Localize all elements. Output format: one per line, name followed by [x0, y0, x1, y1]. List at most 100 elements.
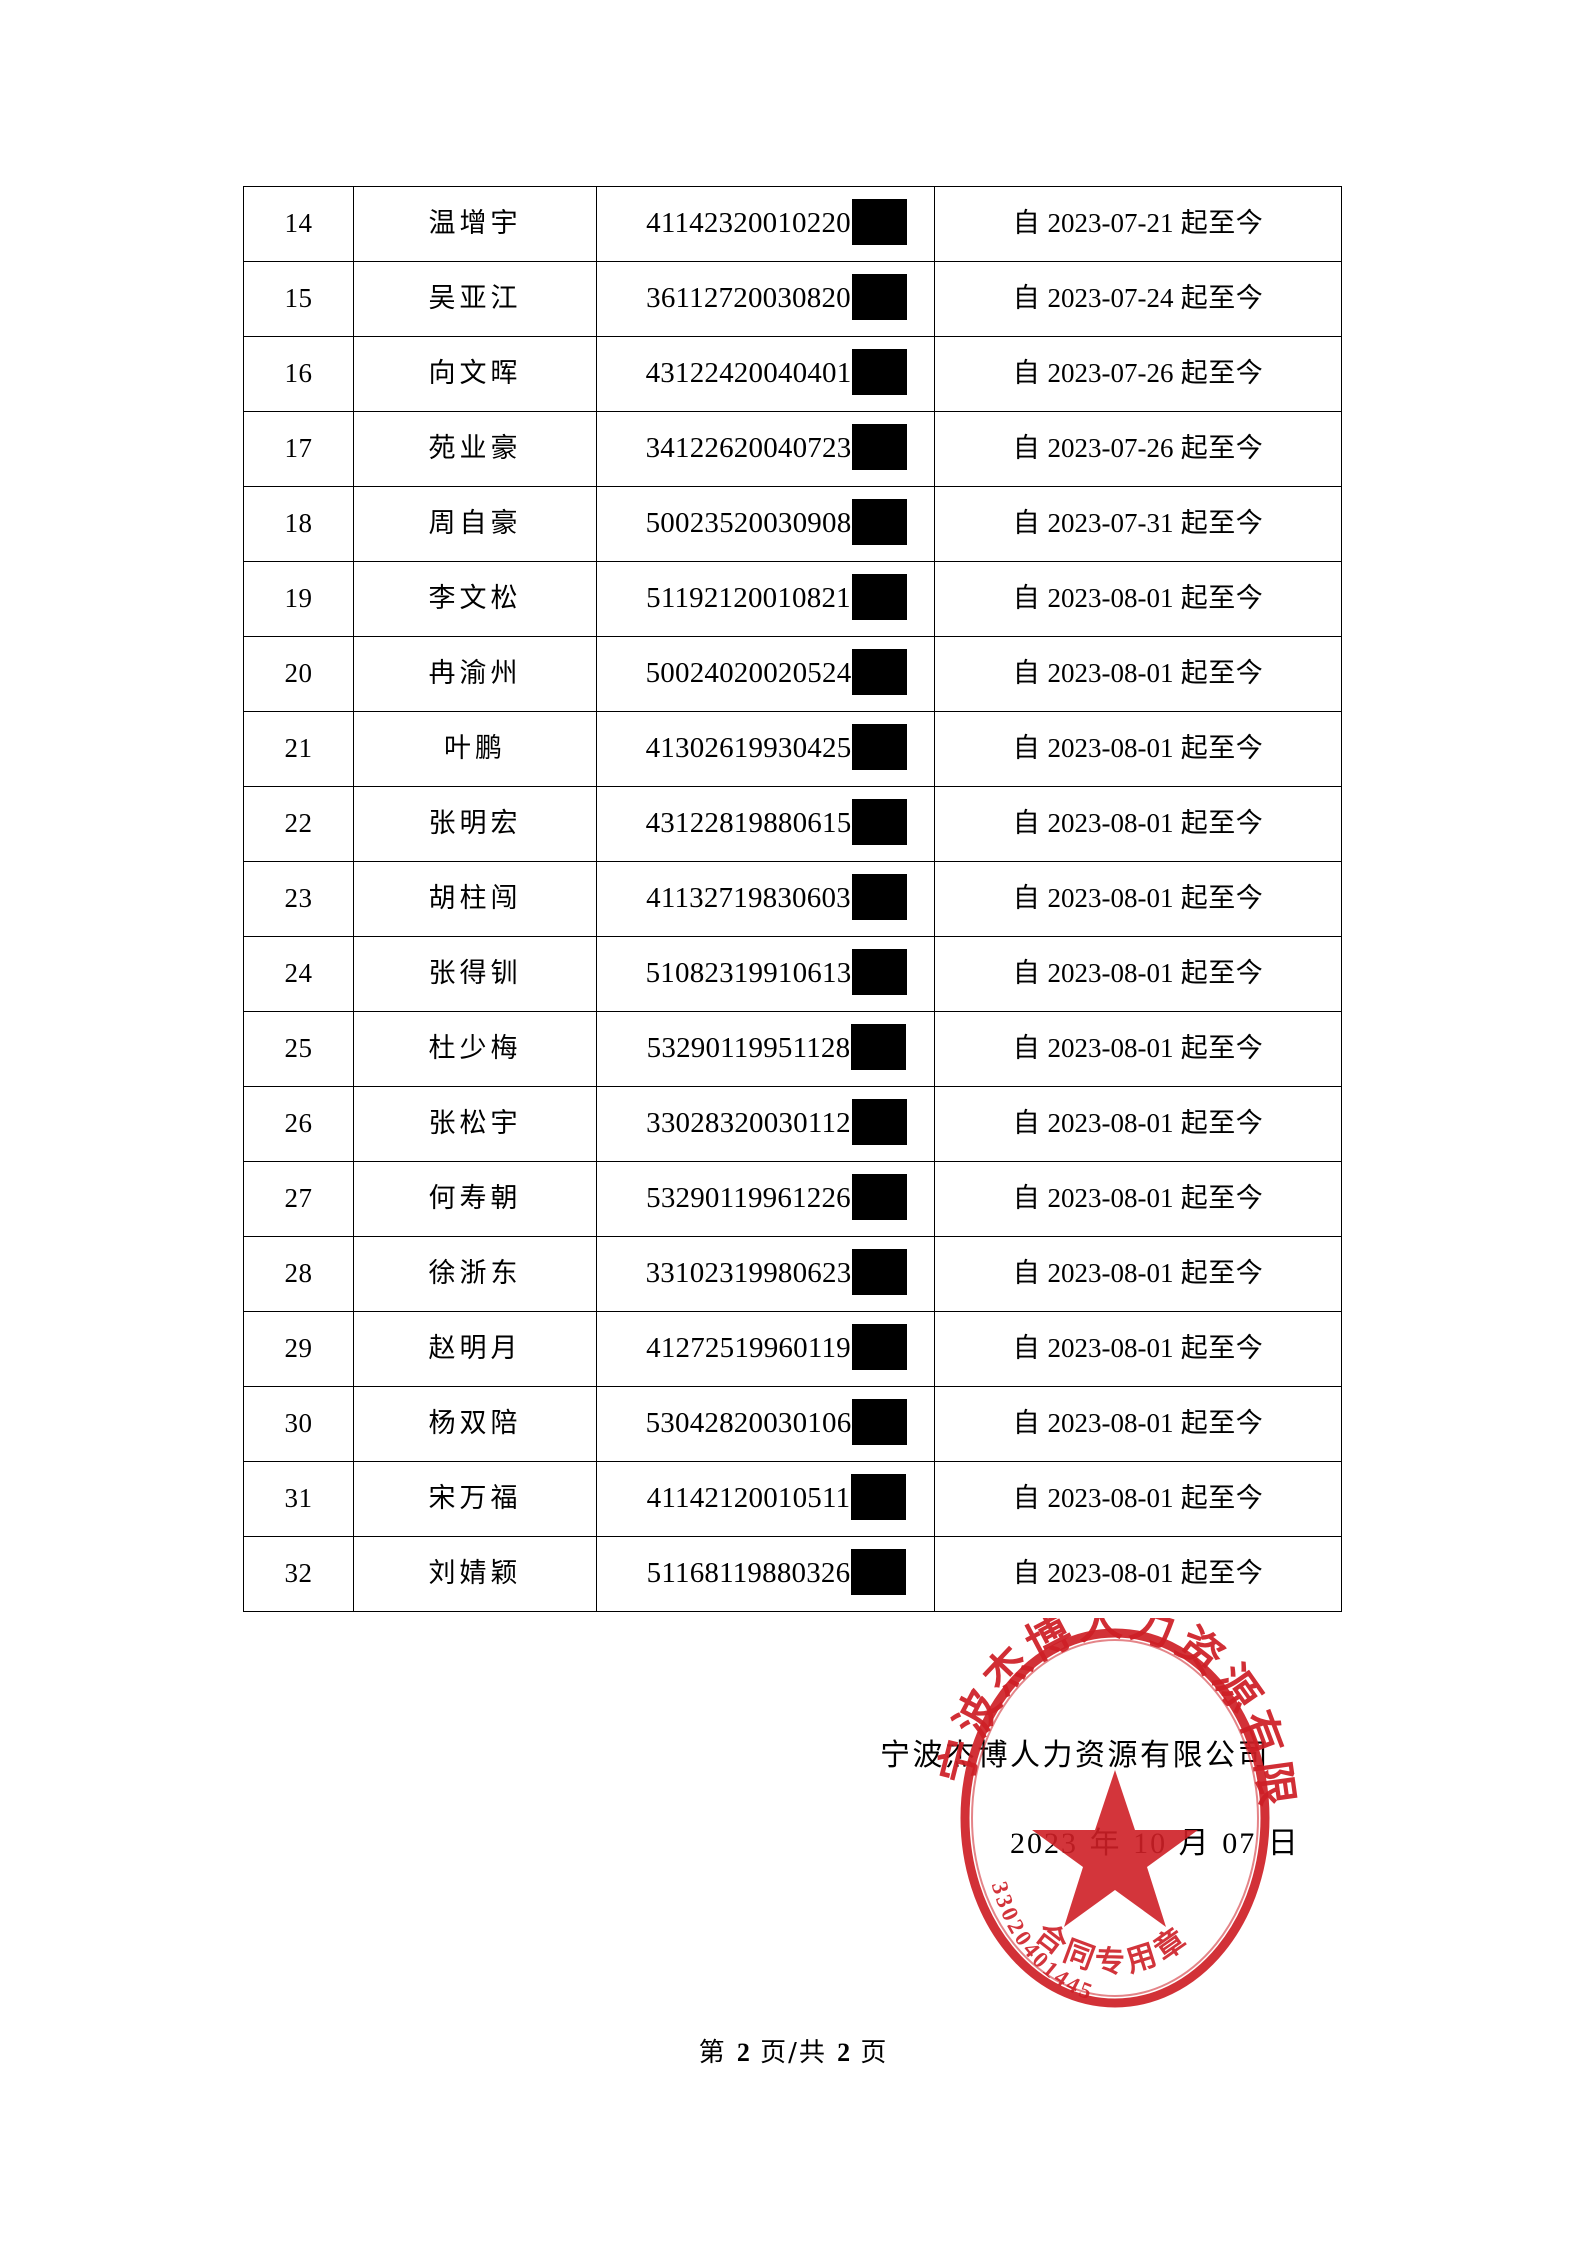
row-index: 22: [243, 786, 354, 862]
company-name: 宁波杰博人力资源有限公司: [880, 1738, 1270, 1773]
date-value: 2023-08-01: [1047, 1258, 1174, 1289]
date-suffix: 起至今: [1180, 1333, 1264, 1364]
date-prefix: 自: [1012, 1258, 1041, 1289]
row-index: 15: [243, 261, 354, 337]
date-value: 2023-08-01: [1047, 1108, 1174, 1139]
date-value: 2023-08-01: [1047, 883, 1174, 914]
redaction-block-icon: [851, 1174, 907, 1220]
month-label: 月: [1178, 1826, 1211, 1861]
row-id-number: 53042820030106: [596, 1386, 935, 1462]
id-wrap: 33102319980623: [624, 1249, 908, 1297]
id-wrap: 41142320010220: [624, 199, 907, 247]
table-row: 18 周自豪 50023520030908 自 2023-07-31 起至今: [243, 486, 1342, 562]
row-employment-period: 自 2023-08-01 起至今: [934, 636, 1342, 712]
table-row: 16 向文晖 43122420040401 自 2023-07-26 起至今: [243, 336, 1342, 412]
redaction-block-icon: [851, 274, 907, 320]
redaction-block-icon: [852, 799, 908, 845]
date-suffix: 起至今: [1180, 283, 1264, 314]
date-prefix: 自: [1012, 508, 1041, 539]
row-employment-period: 自 2023-08-01 起至今: [934, 561, 1342, 637]
row-index: 27: [243, 1161, 354, 1237]
row-employment-period: 自 2023-07-21 起至今: [934, 186, 1342, 262]
table-row: 15 吴亚江 36112720030820 自 2023-07-24 起至今: [243, 261, 1342, 337]
row-name: 胡柱闯: [353, 861, 597, 937]
redaction-block-icon: [851, 1024, 907, 1070]
employee-roster-table: 14 温增宇 41142320010220 自 2023-07-21 起至今 1…: [243, 186, 1342, 1612]
id-digits: 43122420040401: [645, 357, 852, 390]
row-name: 苑业豪: [353, 411, 597, 487]
row-index: 19: [243, 561, 354, 637]
row-name: 杨双陪: [353, 1386, 597, 1462]
row-name: 宋万福: [353, 1461, 597, 1537]
row-employment-period: 自 2023-07-24 起至今: [934, 261, 1342, 337]
row-index: 18: [243, 486, 354, 562]
date-prefix: 自: [1012, 733, 1041, 764]
date-suffix: 起至今: [1180, 733, 1264, 764]
row-employment-period: 自 2023-08-01 起至今: [934, 711, 1342, 787]
date-suffix: 起至今: [1180, 433, 1264, 464]
row-id-number: 41142120010511: [596, 1461, 935, 1537]
date-prefix: 自: [1012, 1333, 1041, 1364]
row-index: 20: [243, 636, 354, 712]
date-prefix: 自: [1012, 883, 1041, 914]
row-index: 32: [243, 1536, 354, 1612]
row-id-number: 33102319980623: [596, 1236, 935, 1312]
date-suffix: 起至今: [1180, 808, 1264, 839]
footer-current-page: 2: [736, 2038, 750, 2067]
row-index: 21: [243, 711, 354, 787]
row-name: 吴亚江: [353, 261, 597, 337]
date-prefix: 自: [1012, 358, 1041, 389]
id-digits: 51168119880326: [646, 1557, 851, 1590]
redaction-block-icon: [852, 349, 908, 395]
date-suffix: 起至今: [1180, 1558, 1264, 1589]
row-employment-period: 自 2023-08-01 起至今: [934, 936, 1342, 1012]
date-value: 2023-07-26: [1047, 433, 1174, 464]
date-suffix: 起至今: [1180, 883, 1264, 914]
row-name: 张得钏: [353, 936, 597, 1012]
date-prefix: 自: [1012, 208, 1041, 239]
redaction-block-icon: [852, 424, 908, 470]
row-name: 张明宏: [353, 786, 597, 862]
table-row: 30 杨双陪 53042820030106 自 2023-08-01 起至今: [243, 1386, 1342, 1462]
date-suffix: 起至今: [1180, 658, 1264, 689]
row-name: 周自豪: [353, 486, 597, 562]
table-row: 27 何寿朝 53290119961226 自 2023-08-01 起至今: [243, 1161, 1342, 1237]
id-digits: 41302619930425: [645, 732, 852, 765]
id-digits: 53042820030106: [645, 1407, 852, 1440]
row-index: 29: [243, 1311, 354, 1387]
row-id-number: 51082319910613: [596, 936, 935, 1012]
page-footer: 第 2 页/共 2 页: [0, 2032, 1587, 2069]
year-label: 年: [1089, 1826, 1122, 1861]
redaction-block-icon: [851, 574, 907, 620]
id-digits: 43122819880615: [645, 807, 852, 840]
id-digits: 51192120010821: [646, 582, 851, 615]
date-prefix: 自: [1012, 658, 1041, 689]
date-value: 2023-07-26: [1047, 358, 1174, 389]
table-row: 22 张明宏 43122819880615 自 2023-08-01 起至今: [243, 786, 1342, 862]
date-value: 2023-08-01: [1047, 1033, 1174, 1064]
redaction-block-icon: [851, 1549, 907, 1595]
date-suffix: 起至今: [1180, 358, 1264, 389]
id-digits: 34122620040723: [645, 432, 852, 465]
id-digits: 50024020020524: [645, 657, 852, 690]
id-digits: 36112720030820: [646, 282, 851, 315]
footer-prefix: 第: [698, 2038, 727, 2068]
date-suffix: 起至今: [1180, 508, 1264, 539]
id-digits: 50023520030908: [645, 507, 852, 540]
date-prefix: 自: [1012, 958, 1041, 989]
id-wrap: 41302619930425: [624, 724, 908, 772]
date-suffix: 起至今: [1180, 1033, 1264, 1064]
row-employment-period: 自 2023-08-01 起至今: [934, 1161, 1342, 1237]
id-wrap: 36112720030820: [624, 274, 907, 322]
row-index: 16: [243, 336, 354, 412]
table-row: 14 温增宇 41142320010220 自 2023-07-21 起至今: [243, 186, 1342, 262]
id-wrap: 41142120010511: [625, 1474, 907, 1522]
id-wrap: 53290119951128: [625, 1024, 907, 1072]
row-name: 刘婧颖: [353, 1536, 597, 1612]
date-value: 2023-08-01: [1047, 808, 1174, 839]
row-index: 31: [243, 1461, 354, 1537]
footer-suffix: 页: [860, 2038, 889, 2068]
date-value: 2023-08-01: [1047, 1483, 1174, 1514]
date-prefix: 自: [1012, 1108, 1041, 1139]
